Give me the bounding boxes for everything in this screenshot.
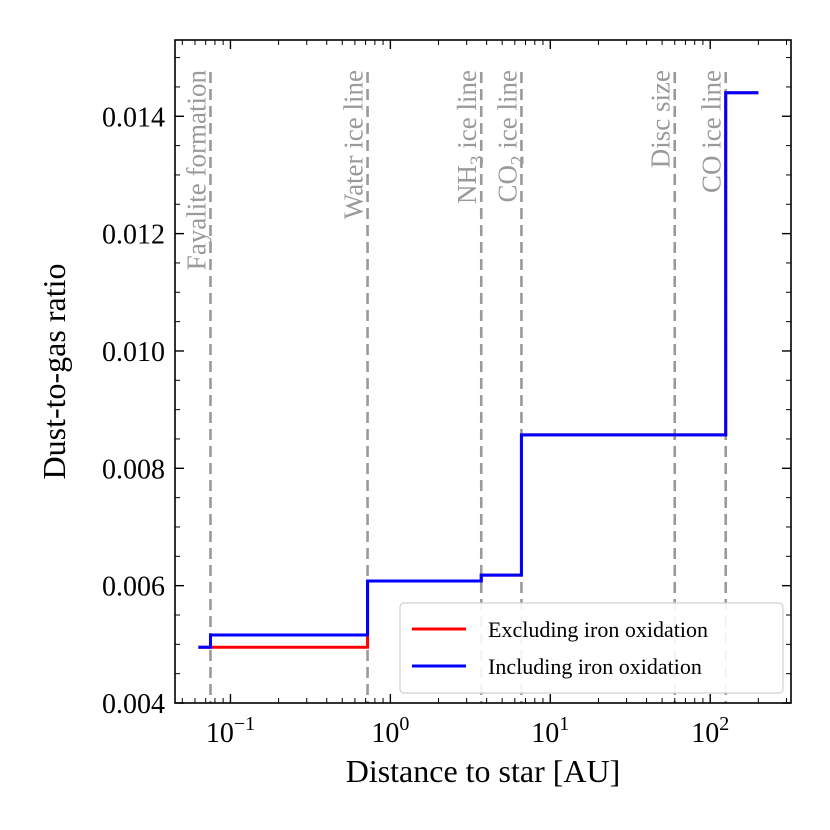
- x-tick-label: 102: [691, 713, 729, 749]
- reference-line-label: NH3 ice line: [452, 70, 488, 204]
- y-tick-label: 0.006: [102, 572, 165, 603]
- reference-line-label: Disc size: [646, 70, 676, 168]
- y-tick-label: 0.008: [102, 454, 165, 485]
- y-tick-label: 0.012: [102, 220, 165, 251]
- reference-line-label: Fayalite formation: [181, 70, 211, 271]
- legend-entry: Excluding iron oxidation: [488, 617, 708, 642]
- series-line: [198, 91, 759, 649]
- reference-line-label: CO2 ice line: [492, 70, 528, 202]
- y-tick-label: 0.004: [102, 689, 165, 720]
- y-tick-label: 0.014: [102, 102, 165, 133]
- y-axis-label: Dust-to-gas ratio: [36, 264, 72, 480]
- x-tick-label: 10−1: [206, 713, 255, 749]
- reference-line-label: Water ice line: [339, 70, 369, 219]
- plot-frame: [174, 39, 792, 704]
- x-tick-label: 101: [531, 713, 569, 749]
- y-tick-label: 0.010: [102, 337, 165, 368]
- legend-box: [399, 602, 784, 694]
- x-axis-label: Distance to star [AU]: [346, 753, 621, 789]
- reference-line-label: CO ice line: [697, 70, 727, 193]
- legend-entry: Including iron oxidation: [488, 654, 702, 679]
- x-tick-label: 100: [371, 713, 409, 749]
